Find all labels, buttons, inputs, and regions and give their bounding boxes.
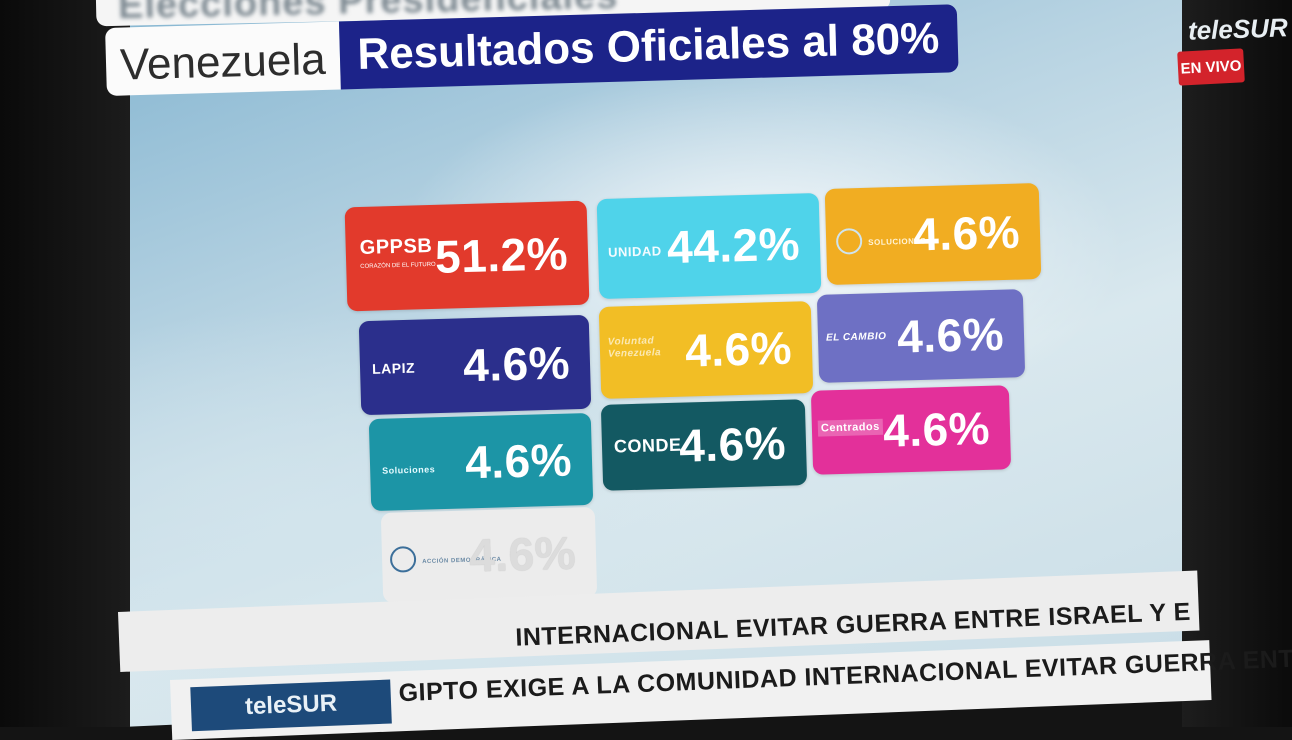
vote-percent: 4.6% — [684, 321, 793, 377]
result-card-el-cambio: EL CAMBIO 4.6% — [816, 289, 1026, 383]
vote-percent: 4.6% — [896, 307, 1005, 363]
result-card-soluciones-top: SOLUCIONES 4.6% — [824, 183, 1042, 285]
result-card-voluntad: Voluntad Venezuela 4.6% — [598, 301, 814, 399]
result-card-lapiz: LAPIZ 4.6% — [358, 314, 592, 416]
ticker-channel-logo: teleSUR — [190, 679, 392, 732]
vote-percent: 4.6% — [464, 433, 573, 489]
country-label: Venezuela — [105, 21, 341, 96]
vote-percent: 4.6% — [468, 526, 577, 582]
tv-bezel-left — [0, 0, 130, 727]
party-logo-centrados: Centrados — [817, 418, 884, 437]
tv-bezel-right — [1182, 0, 1292, 727]
party-mark-icon — [389, 546, 417, 573]
result-card-unidad: UNIDAD 44.2% — [596, 192, 822, 300]
party-logo-voluntad: Voluntad Venezuela — [607, 335, 662, 360]
party-logo-gppsb: GPPSB CORAZÓN DE EL FUTURO — [359, 235, 435, 270]
vote-percent: 51.2% — [434, 227, 569, 283]
result-card-conde: CONDE 4.6% — [600, 399, 808, 491]
live-badge: EN VIVO — [1177, 48, 1245, 86]
channel-logo: teleSUR — [1187, 12, 1289, 46]
result-card-gppsb: GPPSB CORAZÓN DE EL FUTURO 51.2% — [344, 200, 590, 312]
vote-percent: 4.6% — [678, 416, 787, 472]
vote-percent: 4.6% — [462, 336, 571, 392]
party-logo-soluciones: Soluciones — [382, 459, 435, 478]
party-logo-el-cambio: EL CAMBIO — [825, 330, 887, 344]
vote-percent: 44.2% — [666, 217, 801, 274]
result-card-soluciones: Soluciones 4.6% — [368, 412, 594, 512]
vote-percent: 4.6% — [912, 205, 1021, 261]
party-logo-lapiz: LAPIZ — [371, 359, 416, 377]
result-card-centrados: Centrados 4.6% — [810, 385, 1012, 475]
party-logo-conde: CONDE — [613, 434, 682, 457]
vote-percent: 4.6% — [882, 401, 991, 457]
party-logo-unidad: UNIDAD — [607, 243, 662, 260]
result-card-accion-democratica: ACCIÓN DEMOCRÁTICA 4.6% — [380, 507, 598, 603]
party-subtitle: CORAZÓN DE EL FUTURO — [360, 261, 436, 270]
party-name: Soluciones — [382, 464, 436, 476]
party-mark-icon — [835, 227, 863, 255]
party-name: GPPSB — [359, 234, 433, 259]
